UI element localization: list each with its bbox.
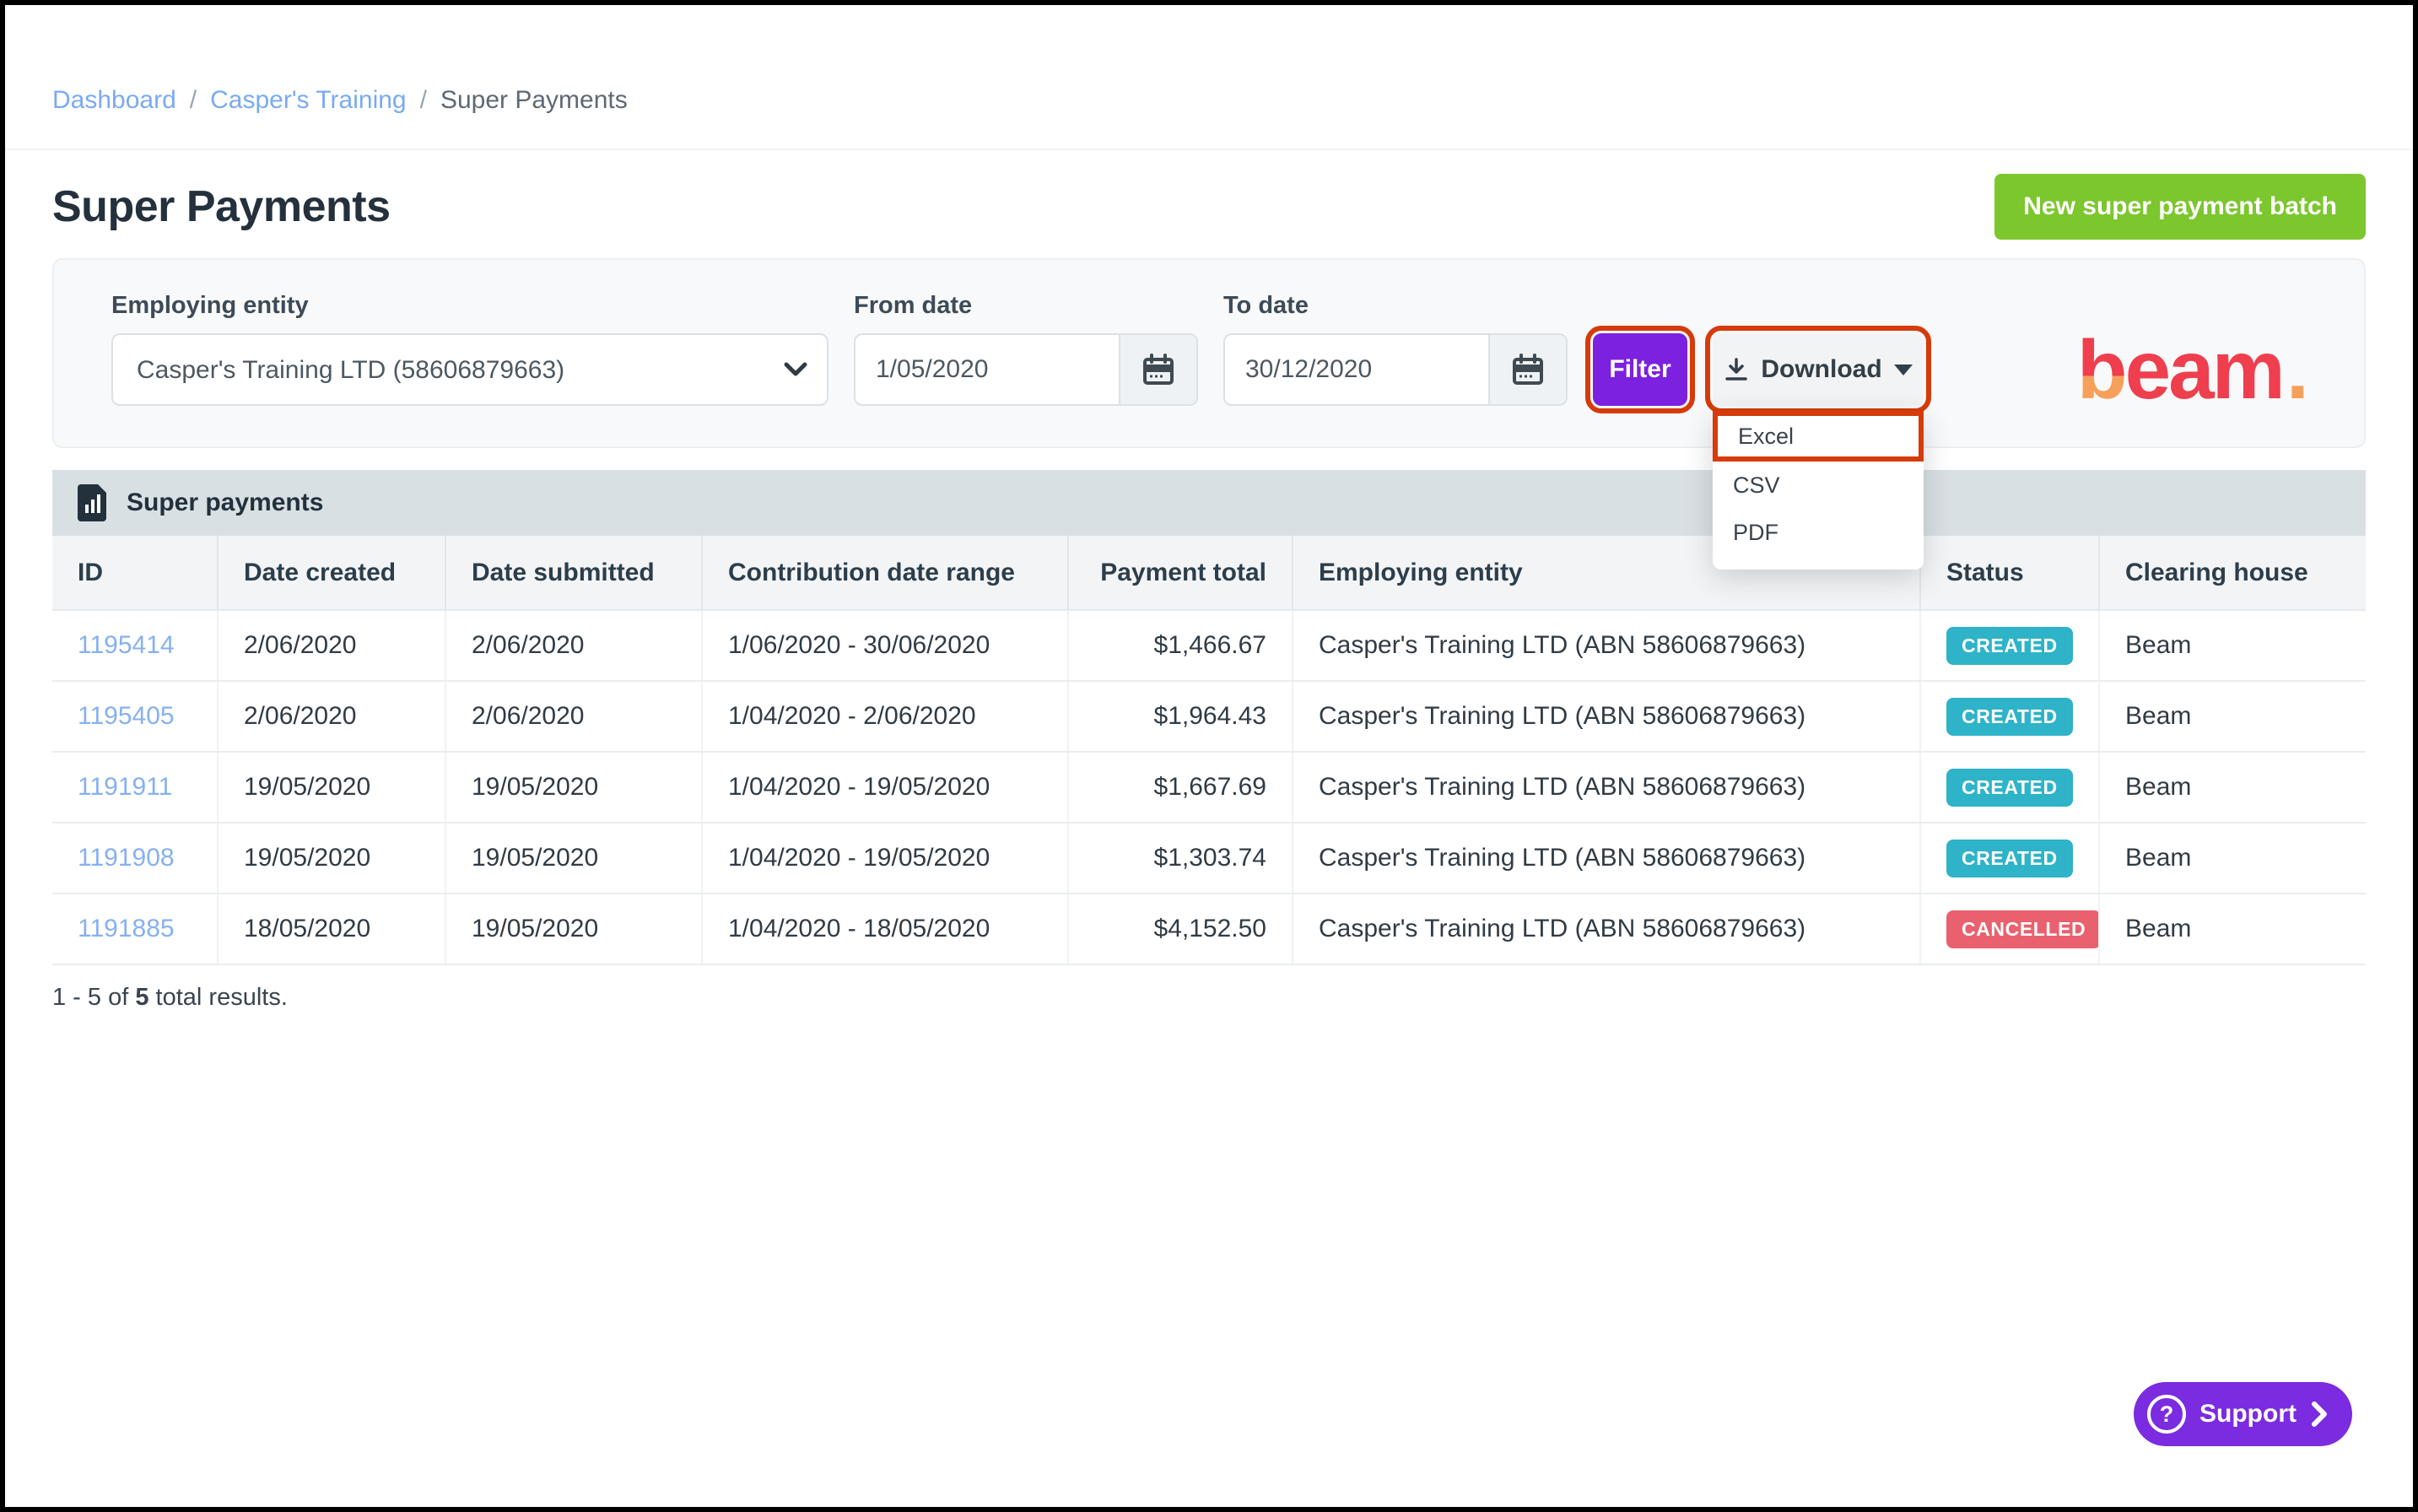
date-created-cell: 18/05/2020: [218, 894, 446, 965]
calendar-icon: [1143, 354, 1174, 385]
super-payments-table: ID Date created Date submitted Contribut…: [52, 536, 2366, 965]
date-created-cell: 19/05/2020: [218, 752, 446, 824]
employing-entity-cell: Casper's Training LTD (ABN 58606879663): [1293, 681, 1921, 753]
table-header-row: ID Date created Date submitted Contribut…: [52, 536, 2366, 611]
question-mark-icon: ?: [2147, 1395, 2187, 1434]
top-navigation-bar: Dashboard / Casper's Training / Super Pa…: [5, 5, 2413, 150]
download-menu-item-pdf[interactable]: PDF: [1733, 519, 1778, 545]
payment-total-cell: $1,466.67: [1068, 610, 1293, 682]
from-date-label: From date: [854, 292, 973, 319]
clearing-house-cell: Beam: [2099, 752, 2366, 824]
column-header-id: ID: [52, 536, 219, 611]
table-row: 1195405 2/06/2020 2/06/2020 1/04/2020 - …: [52, 681, 2366, 753]
table-row: 1195414 2/06/2020 2/06/2020 1/06/2020 - …: [52, 610, 2366, 682]
payment-id-link[interactable]: 1195405: [78, 702, 175, 730]
payment-total-cell: $1,303.74: [1068, 823, 1293, 894]
employing-entity-cell: Casper's Training LTD (ABN 58606879663): [1293, 752, 1921, 824]
date-submitted-cell: 19/05/2020: [445, 752, 703, 824]
download-menu-item-csv[interactable]: CSV: [1733, 472, 1780, 498]
filter-panel: Employing entity Casper's Training LTD (…: [52, 258, 2366, 570]
payment-id-link[interactable]: 1191885: [78, 915, 175, 942]
contribution-range-cell: 1/04/2020 - 19/05/2020: [702, 823, 1069, 894]
payment-total-cell: $1,964.43: [1068, 681, 1293, 753]
from-date-calendar-button[interactable]: [1119, 335, 1196, 404]
breadcrumb-current-page: Super Payments: [440, 86, 628, 114]
super-payments-table-panel: Super payments ID Date created Date subm…: [52, 470, 2366, 1012]
clearing-house-cell: Beam: [2099, 823, 2366, 894]
from-date-input[interactable]: [855, 335, 1119, 404]
column-header-date-submitted: Date submitted: [445, 536, 703, 611]
breadcrumb-separator: /: [419, 86, 427, 114]
table-row: 1191911 19/05/2020 19/05/2020 1/04/2020 …: [52, 752, 2366, 824]
column-header-payment-total: Payment total: [1068, 536, 1293, 611]
download-menu: Excel CSV PDF: [1713, 411, 1924, 570]
to-date-input[interactable]: [1225, 335, 1488, 404]
column-header-contribution-date-range: Contribution date range: [702, 536, 1069, 611]
date-submitted-cell: 19/05/2020: [445, 894, 703, 965]
breadcrumb: Dashboard / Casper's Training / Super Pa…: [52, 86, 2366, 115]
payment-id-link[interactable]: 1195414: [78, 631, 175, 659]
column-header-employing-entity: Employing entity: [1293, 536, 1921, 611]
column-header-date-created: Date created: [218, 536, 446, 611]
employing-entity-cell: Casper's Training LTD (ABN 58606879663): [1293, 823, 1921, 894]
chevron-right-icon: [2312, 1401, 2327, 1427]
date-created-cell: 2/06/2020: [218, 610, 446, 682]
caret-down-icon: [1893, 364, 1913, 375]
download-button[interactable]: Download: [1705, 326, 1931, 413]
payment-total-cell: $4,152.50: [1068, 894, 1293, 965]
date-submitted-cell: 2/06/2020: [445, 681, 703, 753]
breadcrumb-caspers-training[interactable]: Casper's Training: [210, 86, 407, 114]
filter-button[interactable]: Filter: [1585, 326, 1695, 413]
page-title: Super Payments: [52, 182, 391, 231]
download-icon: [1725, 358, 1748, 381]
new-super-payment-batch-button[interactable]: New super payment batch: [1994, 174, 2366, 240]
column-header-clearing-house: Clearing house: [2099, 536, 2366, 611]
contribution-range-cell: 1/04/2020 - 18/05/2020: [702, 894, 1069, 965]
breadcrumb-dashboard[interactable]: Dashboard: [52, 86, 176, 114]
contribution-range-cell: 1/04/2020 - 19/05/2020: [702, 752, 1069, 824]
panel-title: Super payments: [127, 489, 324, 516]
date-created-cell: 2/06/2020: [218, 681, 446, 753]
to-date-calendar-button[interactable]: [1488, 335, 1566, 404]
employing-entity-cell: Casper's Training LTD (ABN 58606879663): [1293, 894, 1921, 965]
status-badge: CREATED: [1946, 768, 2073, 807]
payment-total-cell: $1,667.69: [1068, 752, 1293, 824]
employing-entity-label: Employing entity: [111, 292, 309, 319]
payment-id-link[interactable]: 1191911: [78, 773, 173, 801]
table-row: 1191908 19/05/2020 19/05/2020 1/04/2020 …: [52, 823, 2366, 894]
date-submitted-cell: 2/06/2020: [445, 610, 703, 682]
clearing-house-cell: Beam: [2099, 681, 2366, 753]
status-badge: CREATED: [1946, 697, 2073, 736]
date-created-cell: 19/05/2020: [218, 823, 446, 894]
employing-entity-cell: Casper's Training LTD (ABN 58606879663): [1293, 610, 1921, 682]
to-date-label: To date: [1223, 292, 1309, 319]
status-badge: CREATED: [1946, 839, 2073, 878]
table-row: 1191885 18/05/2020 19/05/2020 1/04/2020 …: [52, 894, 2366, 965]
payment-id-link[interactable]: 1191908: [78, 844, 175, 872]
employing-entity-select[interactable]: Casper's Training LTD (58606879663): [111, 333, 828, 406]
clearing-house-cell: Beam: [2099, 610, 2366, 682]
download-button-label: Download: [1761, 355, 1882, 383]
column-header-status: Status: [1920, 536, 2100, 611]
contribution-range-cell: 1/06/2020 - 30/06/2020: [702, 610, 1069, 682]
calendar-icon: [1513, 354, 1543, 385]
status-badge: CANCELLED: [1946, 910, 2097, 948]
status-badge: CREATED: [1946, 626, 2073, 665]
support-button-label: Support: [2199, 1400, 2297, 1428]
beam-logo: beam.: [2076, 323, 2309, 416]
report-file-icon: [78, 484, 106, 521]
clearing-house-cell: Beam: [2099, 894, 2366, 965]
date-submitted-cell: 19/05/2020: [445, 823, 703, 894]
download-menu-item-excel[interactable]: Excel: [1713, 411, 1924, 462]
support-button[interactable]: ? Support: [2134, 1382, 2352, 1446]
results-summary: 1 - 5 of 5 total results.: [52, 984, 288, 1011]
contribution-range-cell: 1/04/2020 - 2/06/2020: [702, 681, 1069, 753]
breadcrumb-separator: /: [189, 86, 197, 114]
